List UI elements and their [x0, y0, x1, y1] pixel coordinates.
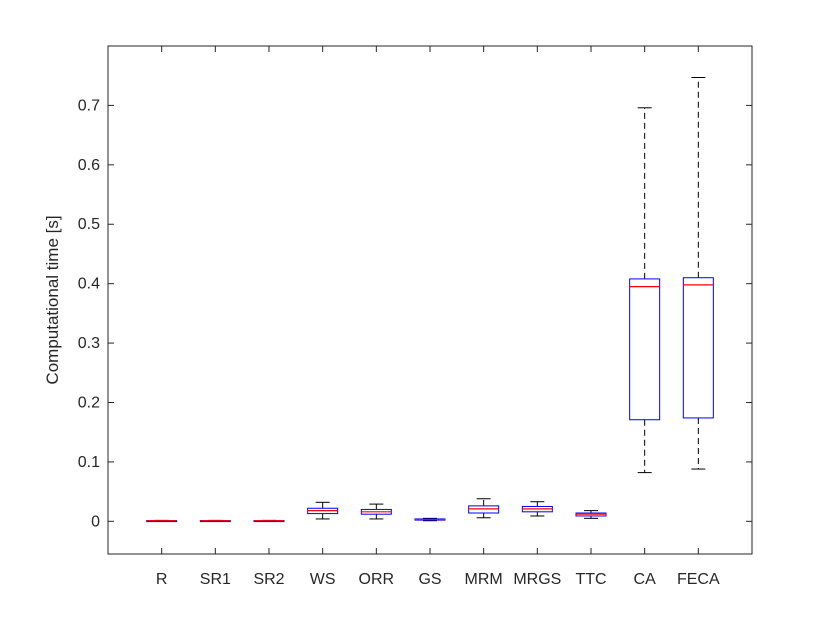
box-feca: [682, 76, 714, 470]
y-tick-label: 0.2: [78, 394, 100, 411]
axes-layer: 0 0.1 0.2 0.3 0.4 0.5 0.6 0.7 R SR1 SR2 WS ORR GS MRM M…: [78, 45, 753, 588]
box-sr2: [253, 519, 285, 523]
boxes-layer: [146, 76, 714, 523]
box-ws: [307, 501, 339, 520]
box-ca: [629, 107, 661, 474]
y-tick-label: 0.1: [78, 454, 100, 471]
x-tick-label: R: [156, 571, 168, 588]
box-mrm: [468, 498, 500, 519]
y-tick-label: 0: [91, 513, 100, 530]
box-orr: [360, 503, 392, 520]
x-tick-label: SR1: [200, 571, 231, 588]
plot-area: [108, 46, 752, 554]
box-mrgs: [521, 501, 553, 517]
box-r: [146, 519, 178, 523]
x-tick-label: SR2: [253, 571, 284, 588]
iqr-box: [682, 277, 714, 419]
x-tick-label: FECA: [677, 571, 720, 588]
box-ttc: [575, 510, 607, 519]
x-tick-label: ORR: [359, 571, 395, 588]
x-tick-label: GS: [418, 571, 441, 588]
x-tick-label: WS: [310, 571, 336, 588]
y-tick-label: 0.3: [78, 335, 100, 352]
y-tick-label: 0.7: [78, 97, 100, 114]
y-tick-label: 0.6: [78, 157, 100, 174]
box-sr1: [199, 519, 231, 523]
x-tick-label: TTC: [575, 571, 606, 588]
y-tick-label: 0.4: [78, 276, 100, 293]
x-tick-label: MRM: [465, 571, 503, 588]
iqr-box: [629, 278, 661, 421]
x-tick-label: CA: [634, 571, 657, 588]
box-gs: [414, 517, 446, 522]
y-axis-title: Computational time [s]: [43, 215, 62, 384]
x-tick-label: MRGS: [513, 571, 561, 588]
y-tick-label: 0.5: [78, 216, 100, 233]
